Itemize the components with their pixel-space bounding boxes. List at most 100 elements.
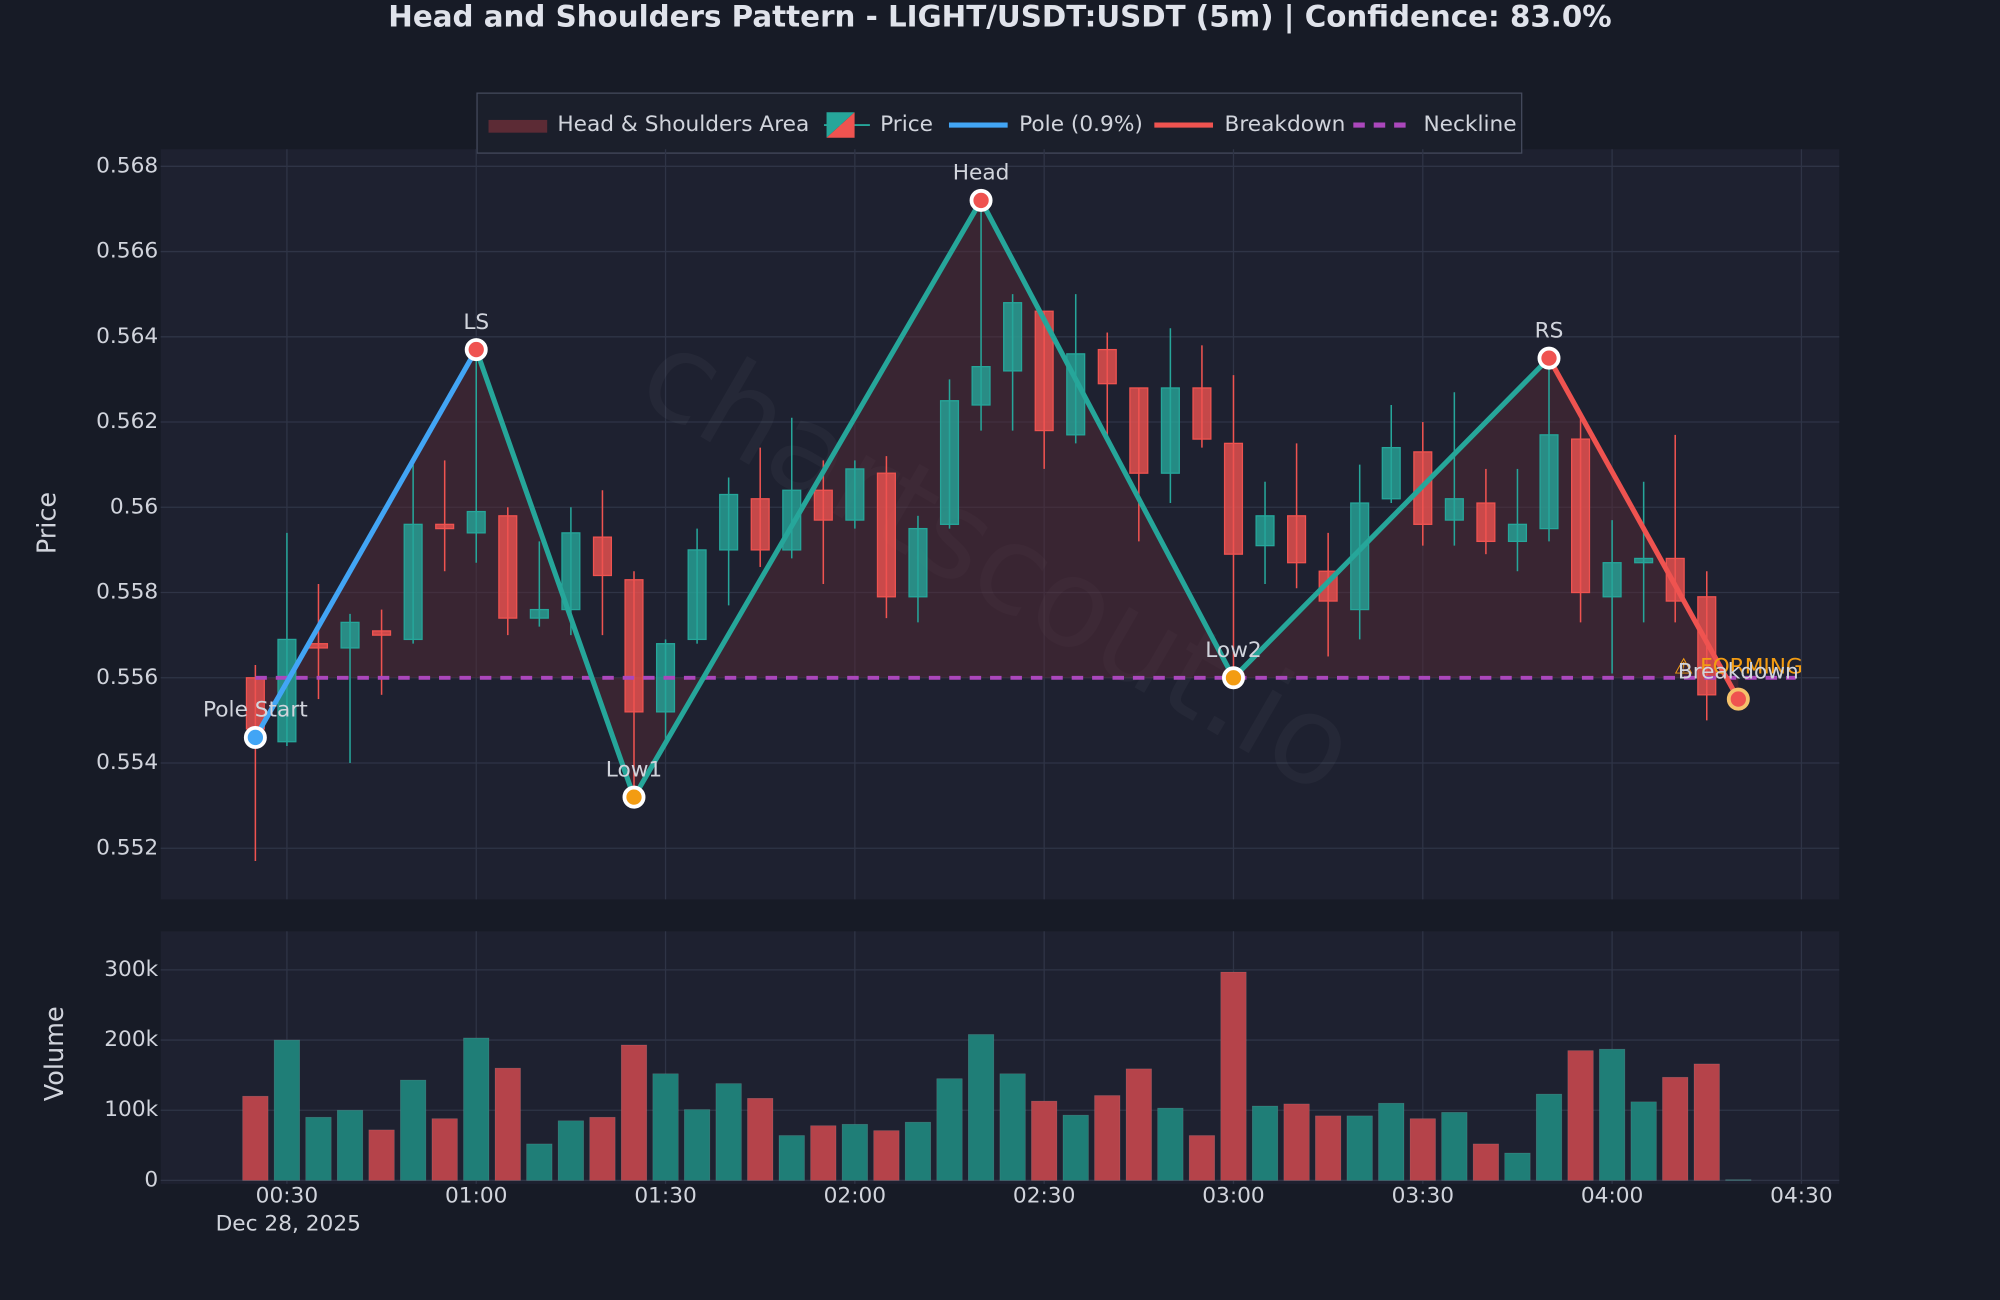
volume-bar	[1188, 1135, 1216, 1181]
volume-bar	[1504, 1152, 1531, 1181]
y-tick-label: 0.566	[96, 239, 158, 264]
candle-body	[1160, 387, 1180, 474]
pole-line	[253, 348, 479, 739]
x-tick-label: 03:00	[1202, 1184, 1264, 1209]
volume-bar	[999, 1073, 1026, 1181]
volume-bar	[810, 1125, 837, 1181]
pattern-point	[1537, 346, 1561, 370]
y-tick-label: 300k	[104, 957, 158, 982]
candle-body	[719, 493, 739, 551]
legend-label: Breakdown	[1224, 112, 1345, 137]
volume-bar	[1599, 1048, 1626, 1181]
volume-bar	[715, 1083, 742, 1181]
y-tick-label: 0.568	[96, 153, 158, 178]
candle-body	[403, 523, 423, 641]
volume-bar	[778, 1135, 805, 1181]
legend-swatch	[488, 119, 548, 133]
volume-bar	[526, 1143, 553, 1181]
candle-body	[1476, 502, 1496, 543]
volume-bar	[1630, 1101, 1657, 1181]
x-tick-label: 01:30	[634, 1184, 696, 1209]
pattern-point	[622, 785, 646, 809]
volume-bar	[1662, 1076, 1689, 1181]
legend-swatch	[826, 112, 855, 138]
candle-body	[1223, 442, 1244, 555]
y-tick-label: 0.564	[96, 324, 158, 349]
legend-label: Pole (0.9%)	[1019, 112, 1143, 137]
candle-body	[750, 498, 770, 551]
x-tick-label: 03:30	[1392, 1184, 1454, 1209]
volume-bar	[1441, 1112, 1468, 1181]
candle-body	[1097, 348, 1117, 385]
y-tick-label: 0.562	[96, 409, 158, 434]
volume-bar	[431, 1118, 458, 1181]
candle-body	[529, 608, 549, 619]
candle-body	[435, 523, 455, 530]
volume-bar	[1535, 1093, 1563, 1181]
candle-body	[876, 472, 896, 598]
candle-body	[340, 621, 360, 649]
pattern-area	[255, 200, 1739, 798]
legend-label: Neckline	[1423, 112, 1516, 137]
volume-bar	[1157, 1107, 1184, 1181]
x-tick-label: 00:30	[256, 1184, 318, 1209]
x-tick-label: 02:00	[824, 1184, 886, 1209]
legend-label: Head & Shoulders Area	[557, 112, 809, 137]
volume-bar	[589, 1116, 616, 1181]
volume-bar	[1472, 1143, 1499, 1181]
pattern-point	[243, 725, 267, 749]
volume-bar	[1125, 1068, 1152, 1181]
x-tick-label: 04:00	[1581, 1184, 1643, 1209]
pattern-point	[464, 338, 488, 362]
candle-body	[1602, 562, 1622, 598]
y-tick-label: 0.552	[96, 835, 158, 860]
point-label: Head	[953, 161, 1010, 186]
pattern-point	[969, 188, 993, 212]
candle-body	[1539, 434, 1559, 530]
volume-bar	[273, 1039, 300, 1181]
candle-body	[1034, 310, 1054, 432]
volume-bar	[557, 1120, 584, 1181]
volume-bar	[494, 1067, 521, 1181]
y-tick-label: 0.554	[96, 750, 158, 775]
candle-body	[687, 549, 707, 641]
y-axis-title: Volume	[40, 1006, 70, 1101]
volume-bar	[747, 1097, 774, 1181]
volume-bar	[1567, 1050, 1594, 1181]
status-label: ⚠ FORMING	[1674, 655, 1803, 680]
candle-body	[1570, 438, 1591, 594]
volume-bar	[1378, 1102, 1405, 1181]
candle-body	[1444, 498, 1464, 521]
volume-bar	[936, 1078, 963, 1181]
y-tick-label: 200k	[104, 1027, 158, 1052]
x-tick-label: 01:00	[445, 1184, 507, 1209]
candle-body	[624, 579, 644, 713]
volume-bar	[620, 1044, 648, 1181]
x-tick-label: 04:30	[1770, 1184, 1832, 1209]
chart-title: Head and Shoulders Pattern - LIGHT/USDT:…	[388, 0, 1611, 34]
point-label: Pole Start	[203, 698, 308, 723]
y-tick-label: 0.56	[110, 494, 158, 519]
candle-body	[908, 527, 928, 598]
volume-bar	[1315, 1115, 1342, 1181]
candle-body	[813, 489, 833, 521]
candle-body	[971, 365, 991, 406]
x-tick-label: 02:30	[1013, 1184, 1075, 1209]
y-tick-label: 0.558	[96, 580, 158, 605]
candle-body	[1255, 515, 1275, 547]
candle-body	[1634, 557, 1654, 564]
candle-body	[372, 630, 392, 636]
breakdown-line	[1546, 356, 1741, 701]
point-label: Low2	[1205, 638, 1261, 663]
y-tick-label: 0.556	[96, 665, 158, 690]
volume-bar	[1346, 1115, 1373, 1181]
volume-bar	[1062, 1114, 1089, 1181]
volume-bar	[368, 1129, 395, 1181]
y-axis-title: Price	[32, 492, 62, 554]
volume-bar	[463, 1037, 490, 1181]
x-date-label: Dec 28, 2025	[216, 1212, 361, 1237]
volume-bar	[1409, 1118, 1436, 1181]
point-label: LS	[463, 310, 489, 335]
volume-bar	[305, 1116, 332, 1181]
